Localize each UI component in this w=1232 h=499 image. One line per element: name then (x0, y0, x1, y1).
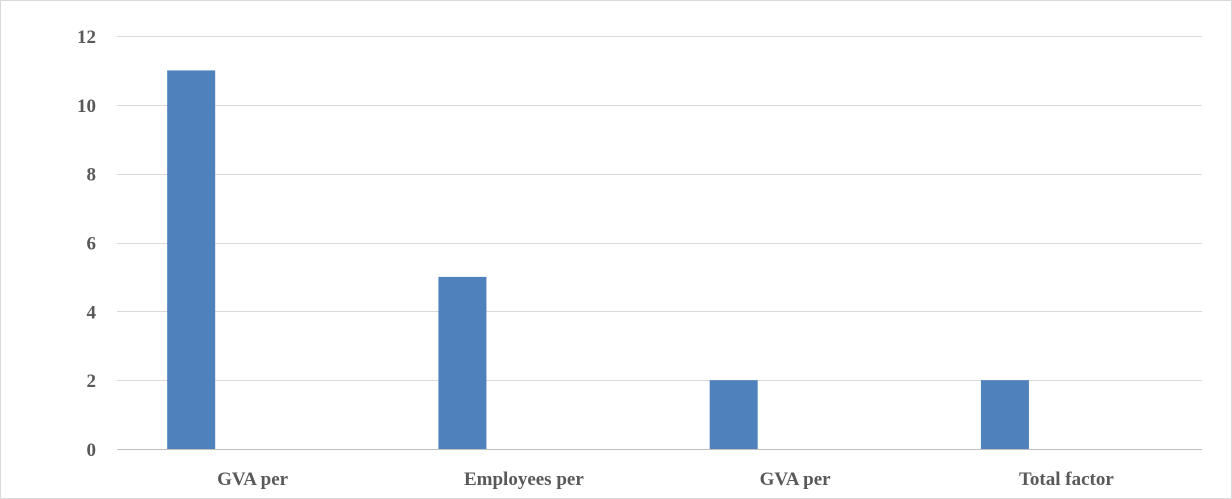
y-tick-label: 0 (87, 440, 97, 461)
x-tick-labels: GVA per Employees per GVA per Total factor (217, 469, 1114, 490)
bars (167, 70, 1029, 450)
bar (709, 380, 758, 449)
y-tick-label: 6 (87, 234, 97, 255)
y-tick-labels: 0 2 4 6 8 10 12 (77, 27, 97, 461)
x-tick-label: Total factor (1019, 469, 1114, 490)
y-tick-label: 8 (87, 165, 97, 186)
gridlines (117, 36, 1202, 381)
y-tick-label: 2 (87, 371, 97, 392)
x-tick-label: Employees per (464, 469, 584, 490)
y-tick-label: 12 (77, 27, 96, 48)
y-tick-label: 10 (77, 96, 96, 117)
x-tick-label: GVA per (760, 469, 831, 490)
x-tick-label: GVA per (217, 469, 288, 490)
y-tick-label: 4 (87, 302, 97, 323)
bar (980, 380, 1029, 449)
bar (438, 276, 487, 449)
bar (167, 70, 216, 450)
